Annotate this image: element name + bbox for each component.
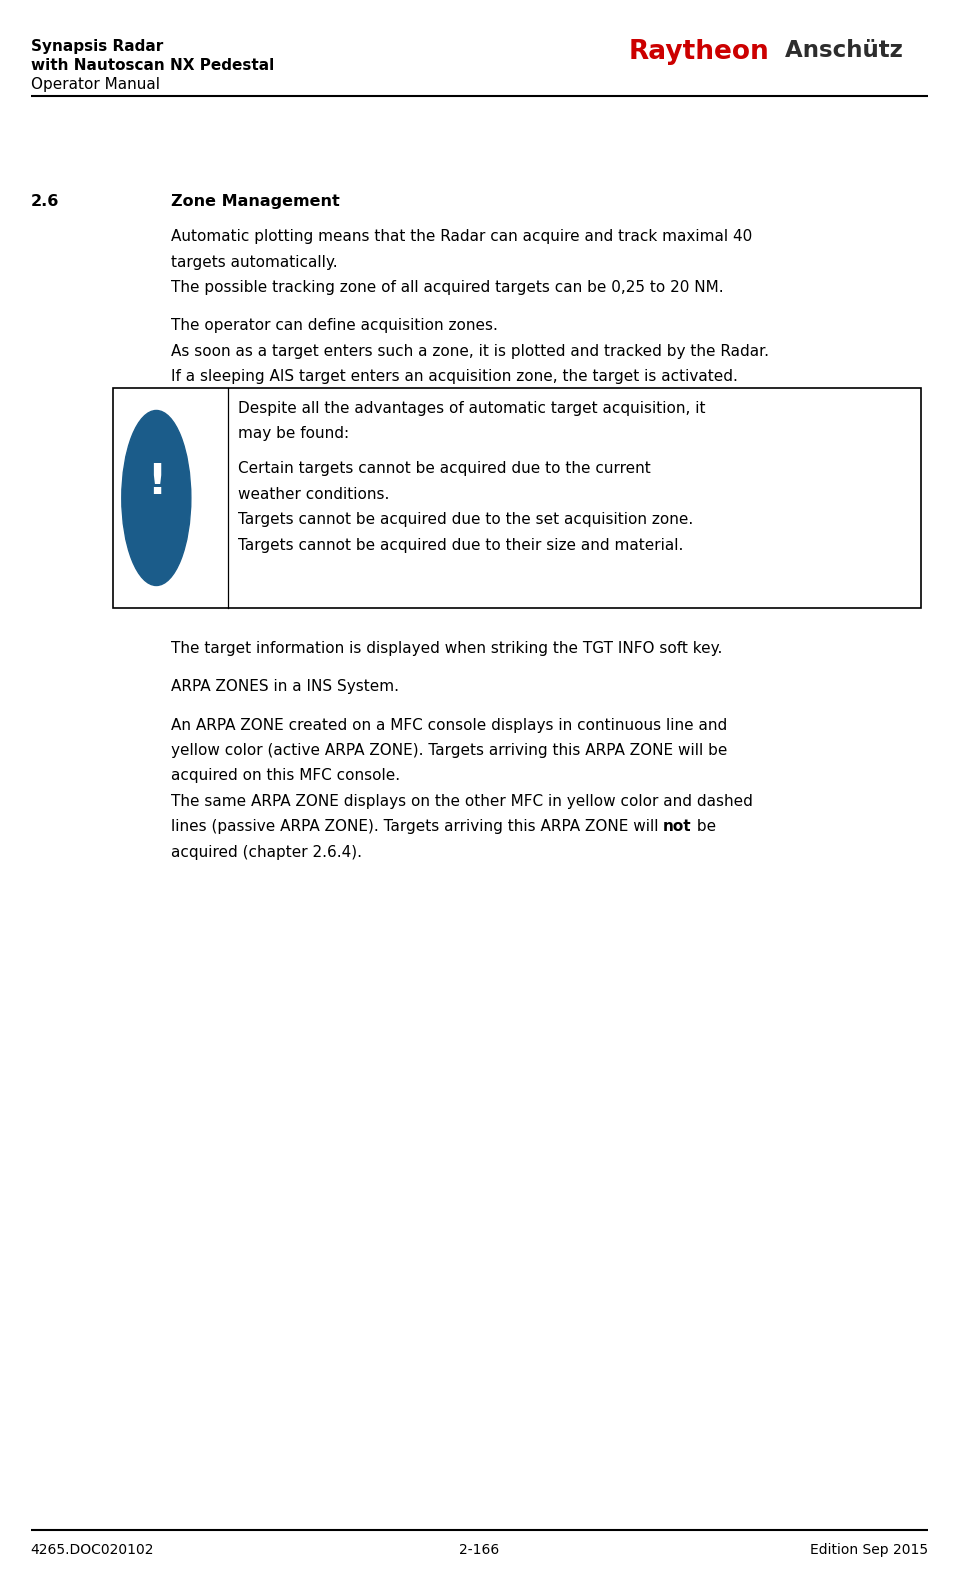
Text: lines (passive ARPA ZONE). Targets arriving this ARPA ZONE will: lines (passive ARPA ZONE). Targets arriv… [171,819,663,834]
Text: The possible tracking zone of all acquired targets can be 0,25 to 20 NM.: The possible tracking zone of all acquir… [171,280,723,294]
Text: Edition Sep 2015: Edition Sep 2015 [810,1543,928,1558]
Text: If a sleeping AIS target enters an acquisition zone, the target is activated.: If a sleeping AIS target enters an acqui… [171,369,737,383]
Text: 2.6: 2.6 [31,194,59,208]
Text: The target information is displayed when striking the TGT INFO soft key.: The target information is displayed when… [171,641,722,655]
Text: Despite all the advantages of automatic target acquisition, it: Despite all the advantages of automatic … [238,401,705,415]
Text: ARPA ZONES in a INS System.: ARPA ZONES in a INS System. [171,679,399,694]
Text: The operator can define acquisition zones.: The operator can define acquisition zone… [171,318,498,333]
Text: acquired on this MFC console.: acquired on this MFC console. [171,768,400,783]
Ellipse shape [122,410,191,585]
Text: As soon as a target enters such a zone, it is plotted and tracked by the Radar.: As soon as a target enters such a zone, … [171,344,769,358]
Text: not: not [663,819,691,834]
Text: Targets cannot be acquired due to their size and material.: Targets cannot be acquired due to their … [238,538,683,552]
Text: acquired (chapter 2.6.4).: acquired (chapter 2.6.4). [171,845,362,859]
Text: !: ! [147,461,166,503]
Text: An ARPA ZONE created on a MFC console displays in continuous line and: An ARPA ZONE created on a MFC console di… [171,718,727,732]
Text: may be found:: may be found: [238,426,349,441]
Text: Raytheon: Raytheon [628,38,769,65]
Text: The same ARPA ZONE displays on the other MFC in yellow color and dashed: The same ARPA ZONE displays on the other… [171,794,753,808]
Text: 2-166: 2-166 [459,1543,500,1558]
Text: Anschütz: Anschütz [777,38,902,62]
Text: with Nautoscan NX Pedestal: with Nautoscan NX Pedestal [31,57,274,73]
Text: targets automatically.: targets automatically. [171,255,338,269]
FancyBboxPatch shape [113,388,921,608]
Text: yellow color (active ARPA ZONE). Targets arriving this ARPA ZONE will be: yellow color (active ARPA ZONE). Targets… [171,743,727,757]
Text: Synapsis Radar: Synapsis Radar [31,38,163,54]
Text: weather conditions.: weather conditions. [238,487,389,501]
Text: Targets cannot be acquired due to the set acquisition zone.: Targets cannot be acquired due to the se… [238,512,693,527]
Text: Automatic plotting means that the Radar can acquire and track maximal 40: Automatic plotting means that the Radar … [171,229,752,243]
Text: 4265.DOC020102: 4265.DOC020102 [31,1543,154,1558]
Text: Certain targets cannot be acquired due to the current: Certain targets cannot be acquired due t… [238,461,650,476]
Text: Zone Management: Zone Management [171,194,339,208]
Text: Operator Manual: Operator Manual [31,76,160,92]
Text: be: be [691,819,715,834]
